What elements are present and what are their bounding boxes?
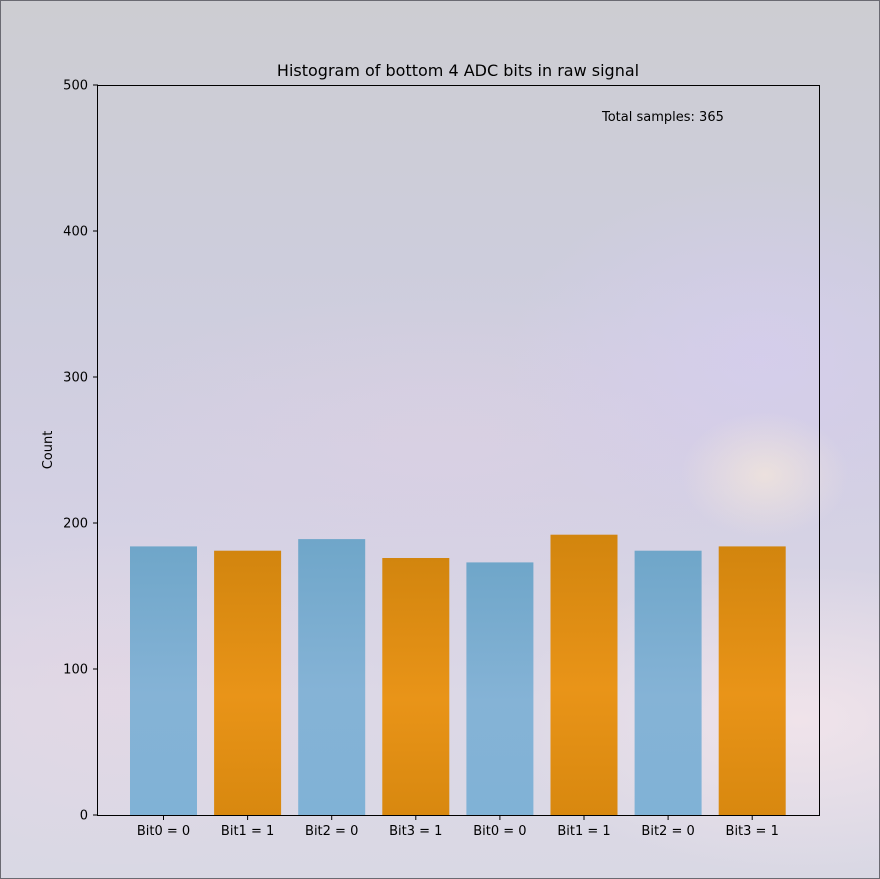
bar-2 — [214, 550, 282, 815]
y-tick-label: 0 — [80, 809, 88, 824]
y-tick-label: 300 — [63, 371, 88, 386]
bars-group — [130, 534, 786, 815]
y-tick-label: 200 — [63, 517, 88, 532]
chart-title: Histogram of bottom 4 ADC bits in raw si… — [277, 61, 639, 80]
plot-area-frame — [97, 85, 820, 816]
bar-8 — [718, 546, 786, 815]
x-tick-label: Bit3 = 1 — [726, 824, 779, 839]
x-tick-label: Bit3 = 1 — [389, 824, 442, 839]
y-tick-label: 100 — [63, 663, 88, 678]
x-tick-label: Bit0 = 0 — [473, 824, 526, 839]
y-axis: 0 100 200 300 400 500 — [63, 79, 98, 824]
bar-5 — [466, 562, 534, 815]
x-tick-label: Bit1 = 1 — [557, 824, 610, 839]
bar-7 — [634, 550, 702, 815]
total-samples-annotation: Total samples: 365 — [601, 110, 724, 125]
y-tick-label: 400 — [63, 225, 88, 240]
x-tick-label: Bit0 = 0 — [137, 824, 190, 839]
x-tick-label: Bit2 = 0 — [305, 824, 358, 839]
bar-3 — [298, 539, 366, 815]
x-axis: Bit0 = 0 Bit1 = 1 Bit2 = 0 Bit3 = 1 Bit0 = 0… — [137, 815, 779, 839]
x-tick-label: Bit2 = 0 — [641, 824, 694, 839]
y-tick-label: 500 — [63, 79, 88, 94]
bar-1 — [130, 546, 197, 815]
x-tick-label: Bit1 = 1 — [221, 824, 274, 839]
bar-6 — [550, 534, 618, 815]
bar-4 — [382, 558, 450, 815]
y-axis-label: Count — [41, 431, 56, 470]
